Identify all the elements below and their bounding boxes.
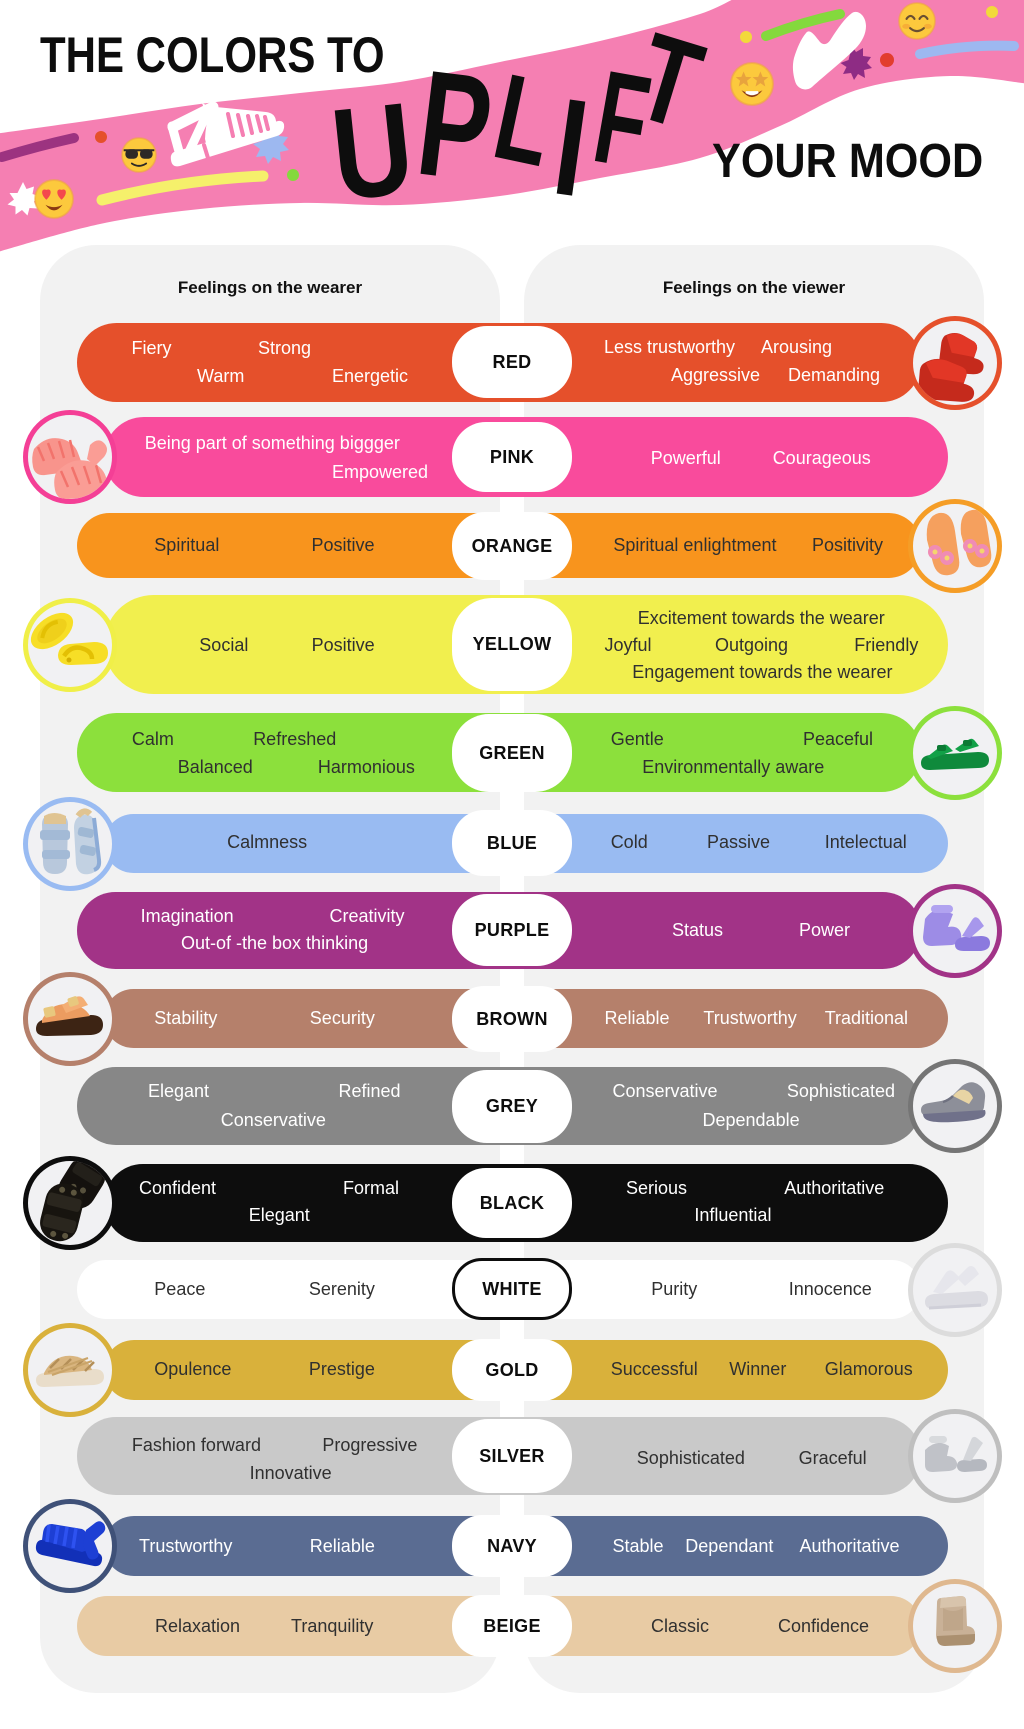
svg-text:U: U bbox=[325, 75, 420, 228]
svg-text:P: P bbox=[410, 38, 501, 214]
